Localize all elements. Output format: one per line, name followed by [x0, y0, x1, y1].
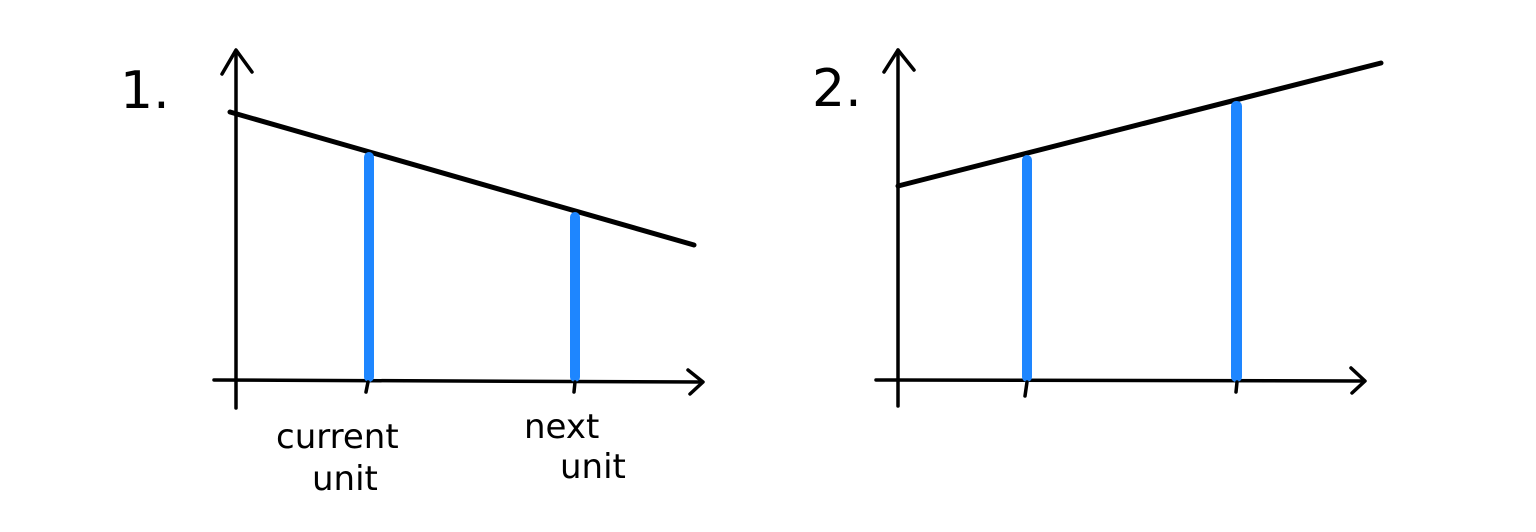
panel-1-x-axis-arrow-icon [686, 368, 705, 396]
panel-1-tick-current [364, 380, 370, 394]
panel-2-number: 2. [812, 59, 862, 119]
panel-2-tick-second [1234, 380, 1239, 394]
panel-1-marker-label-current-line2: unit [312, 459, 378, 499]
panel-2-marker-bar-first [1022, 155, 1032, 382]
panel-1-marker-label-next-line2: unit [560, 447, 626, 487]
panel-1-number: 1. [120, 61, 170, 121]
panel-1-x-axis [212, 378, 704, 384]
panel-1-marker-label-current-line1: current [276, 417, 399, 457]
panel-1: 1. current unit next unit [120, 48, 705, 499]
panel-2: 2. [812, 48, 1384, 408]
panel-1-y-axis-arrow-icon [220, 48, 254, 76]
panel-2-x-axis-arrow-icon [1349, 366, 1367, 395]
panel-1-marker-bar-current [364, 152, 374, 382]
panel-2-trend-line [895, 60, 1384, 189]
panel-2-tick-first [1023, 380, 1029, 398]
panel-1-marker-label-next-line1: next [524, 407, 599, 447]
panel-1-tick-next [572, 380, 577, 394]
panel-2-y-axis-arrow-icon [882, 48, 916, 74]
panel-1-marker-bar-next [570, 212, 580, 382]
panel-1-trend-line [227, 109, 697, 248]
panel-2-marker-bar-second [1231, 101, 1242, 382]
panel-2-x-axis [874, 378, 1366, 383]
